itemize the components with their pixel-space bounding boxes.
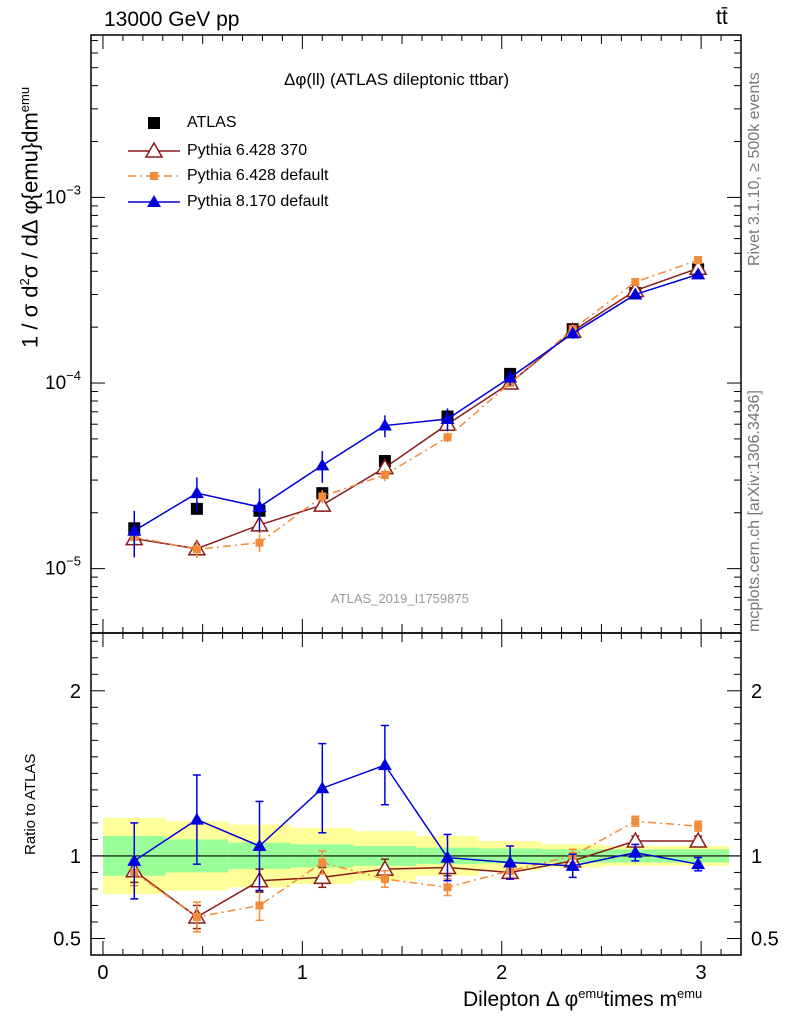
data-point <box>255 538 264 547</box>
ratio-point <box>443 883 452 892</box>
legend-label-py6-default: Pythia 6.428 default <box>187 167 329 184</box>
header-process: 13000 GeV pp <box>104 8 240 31</box>
header-final-state: tt̄ <box>716 6 728 29</box>
ratio-point <box>255 901 264 910</box>
ratio-tick-label-right: 1 <box>751 846 762 868</box>
legend-label-py6-370: Pythia 6.428 370 <box>187 142 308 159</box>
data-point <box>312 495 332 512</box>
data-point <box>315 458 330 471</box>
data-point <box>192 545 201 554</box>
rivet-version-label: Rivet 3.1.10, ≥ 500k events <box>746 72 763 266</box>
x-tick-label: 1 <box>297 962 308 984</box>
ratio-point <box>192 913 201 922</box>
x-tick-label: 0 <box>97 962 108 984</box>
ratio-line-1 <box>133 840 699 918</box>
ratio-point <box>315 781 330 794</box>
data-point <box>377 418 392 431</box>
ratio-line-2 <box>133 820 699 918</box>
ratio-point <box>318 858 327 867</box>
x-axis-label: Dilepton Δ φemutimes memu <box>463 986 703 1011</box>
ratio-point <box>628 845 643 858</box>
ratio-point <box>312 867 332 885</box>
ratio-point <box>688 831 708 848</box>
ratio-tick-label-right: 0.5 <box>751 928 779 950</box>
ratio-point <box>694 822 703 831</box>
data-point <box>628 287 643 300</box>
data-point <box>631 278 640 287</box>
series-line-3 <box>133 273 699 532</box>
y-tick-label: 10−3 <box>45 182 81 208</box>
ratio-point <box>503 855 518 868</box>
ratio-point <box>189 812 204 825</box>
data-point <box>440 412 455 425</box>
ratio-tick-label-left: 1 <box>70 846 81 868</box>
data-point <box>252 499 267 512</box>
chart-watermark: ATLAS_2019_I1759875 <box>331 591 469 606</box>
ratio-point <box>440 850 455 863</box>
mcplots-label: mcplots.cern.ch [arXiv:1306.3436] <box>746 390 763 632</box>
legend-label-atlas: ATLAS <box>187 114 237 131</box>
data-point <box>503 370 518 383</box>
legend-marker-1 <box>144 141 164 158</box>
x-tick-label: 2 <box>496 962 507 984</box>
ratio-frame <box>90 632 742 956</box>
data-point <box>127 523 142 536</box>
data-point <box>189 486 204 499</box>
ratio-tick-label-right: 2 <box>751 681 762 703</box>
series-line-1 <box>134 267 699 550</box>
ratio-y-axis-label: Ratio to ATLAS <box>22 753 39 855</box>
ratio-line-3 <box>133 764 699 867</box>
ratio-point <box>127 853 142 866</box>
y-axis-label: 1 / σ d2σ / dΔ φ{emu}dmemu <box>17 86 43 348</box>
ratio-point <box>565 858 580 871</box>
ratio-point <box>631 817 640 826</box>
data-point <box>691 267 706 280</box>
legend-marker-0 <box>148 117 160 129</box>
chart-title: Δφ(ll) (ATLAS dileptonic ttbar) <box>284 70 510 89</box>
data-point <box>694 256 703 265</box>
data-point <box>380 470 389 479</box>
ratio-point <box>377 758 392 771</box>
x-tick-label: 3 <box>696 962 707 984</box>
ratio-point <box>252 839 267 852</box>
legend-marker-2 <box>150 172 158 180</box>
data-point <box>443 433 452 442</box>
series-line-2 <box>134 259 699 551</box>
y-tick-label: 10−5 <box>45 554 81 580</box>
data-point <box>318 492 327 501</box>
ratio-point <box>380 875 389 884</box>
ratio-tick-label-left: 2 <box>70 681 81 703</box>
legend-label-py8: Pythia 8.170 default <box>187 193 329 210</box>
ratio-tick-label-left: 0.5 <box>53 928 81 950</box>
y-tick-label: 10−4 <box>45 368 81 394</box>
legend-marker-3 <box>147 195 161 207</box>
data-point <box>565 326 580 339</box>
ratio-point <box>691 857 706 870</box>
